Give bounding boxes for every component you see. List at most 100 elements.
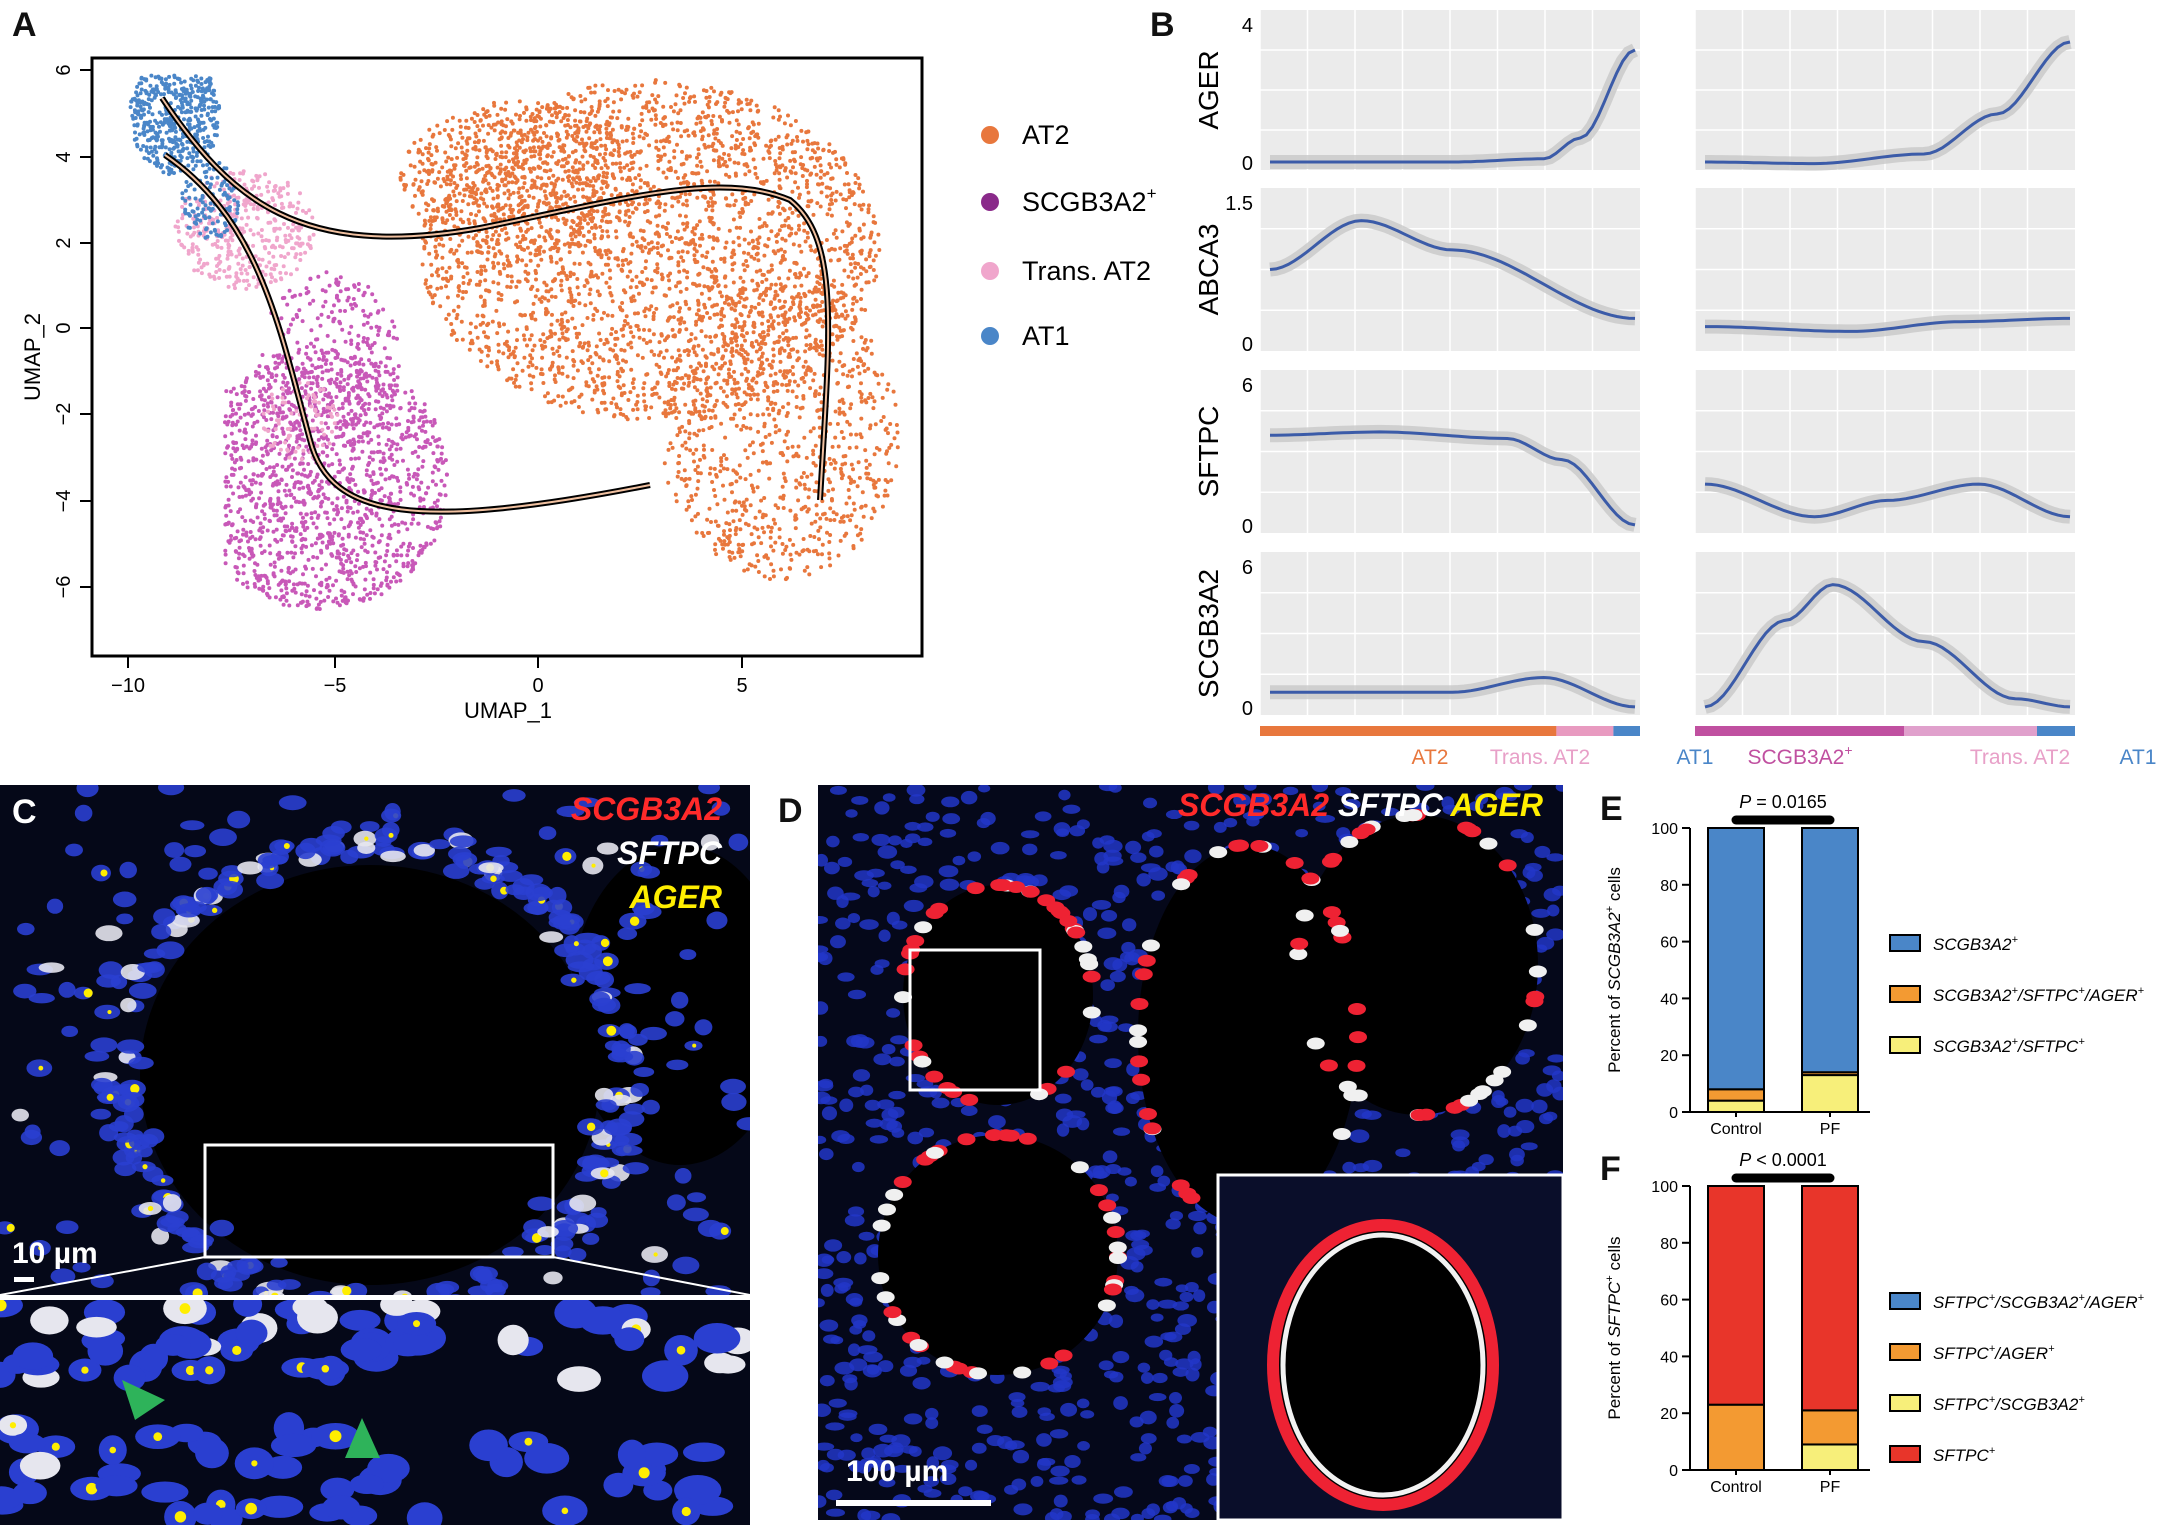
micro-c-cell <box>617 927 638 940</box>
micro-d-cell <box>1076 819 1090 830</box>
micro-c-cell <box>505 884 525 896</box>
micro-d-epithelium <box>1349 1089 1368 1102</box>
micro-d-cell <box>1146 1503 1160 1516</box>
micro-c-cell <box>633 1066 655 1077</box>
micro-c-cell <box>550 1236 574 1252</box>
micro-d-cell <box>1129 1416 1144 1428</box>
micro-d-cell <box>1037 1457 1056 1466</box>
micro-c-zoom-cell <box>682 1442 725 1463</box>
micro-d-epithelium <box>1089 1184 1108 1197</box>
bar-legend-text: SFTPC <box>1933 1344 1989 1363</box>
micro-d-cell <box>1538 1113 1554 1125</box>
micro-d-cell <box>1177 1313 1197 1328</box>
micro-d-cell <box>859 919 879 930</box>
micro-d-cell <box>1144 1335 1164 1348</box>
micro-c-cell <box>209 1219 235 1237</box>
micro-c-cell <box>196 1262 217 1281</box>
micro-d-cell <box>821 1106 838 1121</box>
micro-d-cell <box>916 1079 934 1089</box>
micro-c-label-3: AGER <box>629 879 722 915</box>
micro-d-cell <box>1130 1230 1147 1241</box>
micro-d-cell <box>952 855 966 866</box>
micro-c-cell <box>195 886 219 904</box>
micro-d-cell <box>978 785 991 793</box>
micro-d-cell <box>1150 1165 1164 1178</box>
micro-c-cell <box>374 827 398 844</box>
micro-c-dot <box>107 1009 112 1015</box>
micro-c-zoom-dot <box>179 1303 191 1314</box>
micro-d-cell <box>942 813 961 825</box>
bar-legend-text: SFTPC <box>1933 1395 1989 1414</box>
micro-c-cell <box>322 841 344 855</box>
micro-c-cell <box>84 1050 110 1062</box>
micro-d-cell <box>888 835 902 846</box>
micro-d-cell <box>958 1486 973 1497</box>
micro-d-epithelium <box>1479 837 1498 850</box>
micro-d-epithelium <box>1463 825 1482 838</box>
micro-d-epithelium <box>913 1055 932 1068</box>
micro-d-cell <box>1187 1350 1201 1365</box>
micro-d-cell <box>1244 785 1257 791</box>
micro-d-cell <box>891 1434 911 1448</box>
micro-c-cell <box>393 1290 412 1295</box>
micro-d-cell <box>1130 1453 1147 1462</box>
micro-d-cell <box>1185 1367 1200 1382</box>
micro-c-dot <box>38 1065 44 1071</box>
micro-d-epithelium <box>1209 846 1228 859</box>
micro-c-dot <box>606 1025 617 1036</box>
micro-d-epithelium <box>930 902 949 915</box>
micro-d-cell <box>903 1356 922 1368</box>
bar-ytick-label: 40 <box>1660 1349 1678 1366</box>
micro-d-epithelium <box>1070 1161 1089 1174</box>
micro-d-cell <box>923 1488 942 1498</box>
micro-d-cell <box>1050 1465 1070 1477</box>
micro-d-cell <box>1165 1218 1181 1230</box>
micro-c-dot <box>271 1292 279 1295</box>
micro-d-cell <box>1098 785 1118 792</box>
trend-curve <box>1269 219 1636 320</box>
micro-d-cell <box>1109 970 1126 983</box>
micro-d-cell <box>1140 863 1161 873</box>
micro-c-zoom-dot <box>638 1467 650 1479</box>
micro-c-zoom-cell <box>340 1337 383 1362</box>
micro-d-epithelium <box>1498 859 1517 872</box>
micro-d-cell <box>886 1008 901 1018</box>
micro-c-label-1: SCGB3A2 <box>570 791 722 827</box>
micro-d-epithelium <box>1059 915 1078 928</box>
micro-d-epithelium <box>1057 1065 1076 1078</box>
micro-d-labels: SCGB3A2 SFTPC AGER <box>1178 787 1543 824</box>
micro-d-cell <box>820 1283 834 1297</box>
micro-d-cell <box>1531 1099 1548 1114</box>
micro-c-cell <box>96 974 121 988</box>
micro-d-cell <box>1349 1129 1370 1143</box>
micro-d-epithelium <box>1007 881 1026 894</box>
micro-d-cell <box>1146 829 1162 839</box>
micro-d-epithelium <box>896 963 915 976</box>
micro-d-epithelium <box>1046 901 1065 914</box>
micro-d-cell <box>818 1442 835 1451</box>
micro-d-epithelium <box>1230 839 1249 852</box>
micro-d-cell <box>1416 785 1435 791</box>
micro-c-dot <box>6 1223 15 1232</box>
micro-d-cell <box>818 952 829 962</box>
micro-d-cell <box>1475 793 1489 805</box>
micro-c-cell <box>209 828 237 847</box>
micro-d-cell <box>840 892 861 901</box>
umap-legend-swatch <box>981 327 999 345</box>
micro-d-cell <box>1546 1079 1562 1093</box>
micro-c-dot <box>531 1233 542 1243</box>
micro-d-cell <box>1102 1150 1118 1164</box>
micro-d-cell <box>1395 1148 1411 1158</box>
micro-c-cell <box>595 1099 617 1111</box>
bar-segment <box>1707 1185 1765 1406</box>
micro-d-cell <box>1343 798 1361 810</box>
bar-legend-sup: + <box>1989 1343 1996 1355</box>
micro-c-zoom-cell <box>674 1475 722 1505</box>
micro-d-cell <box>1191 1246 1204 1258</box>
micro-d-cell <box>1130 1513 1144 1520</box>
micro-c-zoom-cell <box>296 1301 338 1334</box>
micro-d-cell <box>1105 1086 1123 1097</box>
micro-d-epithelium <box>872 1219 891 1232</box>
bar-ylabel-pre: Percent of <box>1605 1337 1624 1419</box>
micro-c-zoom-cell <box>19 1451 61 1480</box>
